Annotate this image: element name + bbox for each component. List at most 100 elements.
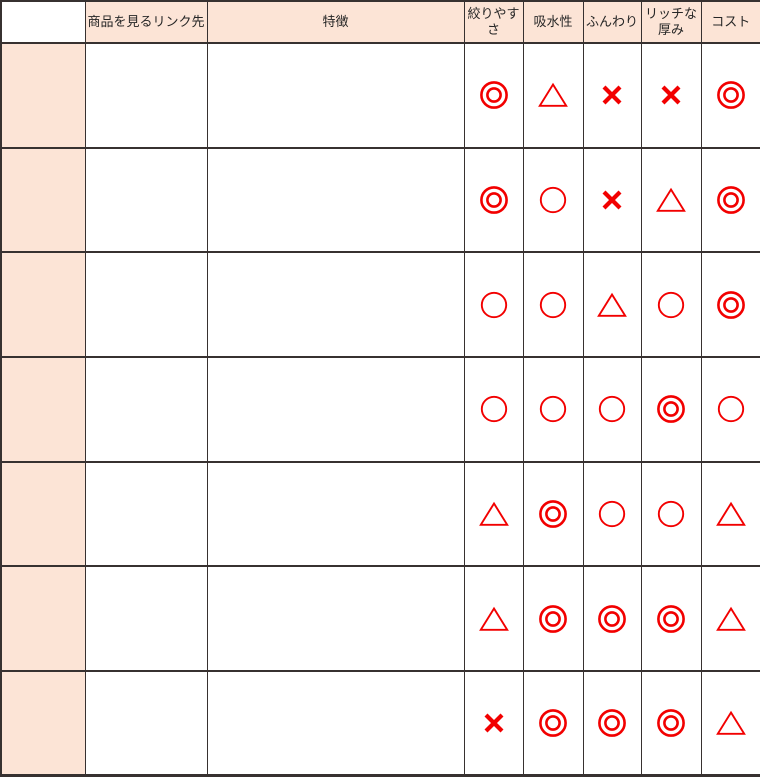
header-fluffiness: ふんわり — [582, 0, 642, 44]
circle-icon — [539, 291, 567, 319]
rating-cell — [640, 355, 702, 463]
product-link-cell — [84, 669, 208, 777]
double-circle-icon — [538, 604, 568, 634]
product-name-cell — [0, 146, 86, 254]
double-circle-icon — [479, 80, 509, 110]
cross-icon — [660, 84, 682, 106]
product-row — [0, 42, 760, 149]
rating-cell — [582, 355, 642, 463]
circle-icon — [657, 500, 685, 528]
double-circle-icon — [656, 604, 686, 634]
header-cost: コスト — [700, 0, 760, 44]
rating-cell — [700, 42, 760, 149]
product-name-cell — [0, 669, 86, 777]
double-circle-icon — [597, 604, 627, 634]
rating-cell — [582, 42, 642, 149]
rating-cell — [582, 146, 642, 254]
rating-cell — [700, 355, 760, 463]
rating-cell — [640, 251, 702, 358]
double-circle-icon — [597, 708, 627, 738]
corner-cell — [0, 0, 86, 44]
product-link-cell — [84, 42, 208, 149]
circle-icon — [480, 395, 508, 423]
product-row — [0, 565, 760, 672]
circle-icon — [717, 395, 745, 423]
rating-cell — [640, 669, 702, 777]
features-cell — [206, 251, 465, 358]
header-features: 特徴 — [206, 0, 465, 44]
product-name-cell — [0, 42, 86, 149]
triangle-icon — [715, 501, 746, 527]
product-link-cell — [84, 146, 208, 254]
rating-cell — [522, 460, 584, 568]
rating-cell — [640, 565, 702, 672]
double-circle-icon — [479, 185, 509, 215]
features-cell — [206, 355, 465, 463]
circle-icon — [657, 291, 685, 319]
double-circle-icon — [656, 394, 686, 424]
rating-cell — [522, 146, 584, 254]
rating-cell — [463, 460, 524, 568]
cross-icon — [601, 84, 623, 106]
circle-icon — [480, 291, 508, 319]
header-product-link: 商品を見るリンク先 — [84, 0, 208, 44]
rating-cell — [522, 669, 584, 777]
triangle-icon — [715, 710, 746, 736]
rating-cell — [700, 460, 760, 568]
double-circle-icon — [656, 708, 686, 738]
double-circle-icon — [538, 499, 568, 529]
triangle-icon — [656, 187, 686, 213]
product-link-cell — [84, 565, 208, 672]
features-cell — [206, 42, 465, 149]
rating-cell — [700, 565, 760, 672]
rating-cell — [700, 146, 760, 254]
features-cell — [206, 460, 465, 568]
triangle-icon — [478, 606, 509, 632]
features-cell — [206, 565, 465, 672]
triangle-icon — [538, 82, 568, 108]
cross-icon — [483, 712, 505, 734]
rating-cell — [640, 460, 702, 568]
triangle-icon — [715, 606, 746, 632]
header-row: 商品を見るリンク先 特徴 絞りやすさ 吸水性 ふんわり リッチな厚み コスト — [0, 0, 760, 44]
features-cell — [206, 669, 465, 777]
header-absorbency: 吸水性 — [522, 0, 584, 44]
rating-cell — [582, 565, 642, 672]
header-wringability: 絞りやすさ — [463, 0, 524, 44]
cross-icon — [601, 189, 623, 211]
triangle-icon — [478, 501, 509, 527]
product-row — [0, 669, 760, 777]
rating-cell — [522, 42, 584, 149]
rating-cell — [582, 669, 642, 777]
product-name-cell — [0, 460, 86, 568]
features-cell — [206, 146, 465, 254]
rating-cell — [640, 42, 702, 149]
product-name-cell — [0, 565, 86, 672]
rating-cell — [463, 146, 524, 254]
header-rich-thickness: リッチな厚み — [640, 0, 702, 44]
rating-cell — [522, 565, 584, 672]
product-row — [0, 460, 760, 568]
circle-icon — [598, 500, 626, 528]
product-link-cell — [84, 355, 208, 463]
rating-cell — [463, 42, 524, 149]
product-name-cell — [0, 355, 86, 463]
rating-cell — [463, 355, 524, 463]
product-name-cell — [0, 251, 86, 358]
rating-cell — [700, 251, 760, 358]
double-circle-icon — [716, 80, 746, 110]
rating-cell — [582, 251, 642, 358]
product-row — [0, 355, 760, 463]
product-row — [0, 251, 760, 358]
circle-icon — [539, 186, 567, 214]
circle-icon — [539, 395, 567, 423]
rating-cell — [463, 565, 524, 672]
product-link-cell — [84, 251, 208, 358]
rating-cell — [582, 460, 642, 568]
rating-cell — [700, 669, 760, 777]
triangle-icon — [597, 292, 627, 318]
circle-icon — [598, 395, 626, 423]
rating-cell — [640, 146, 702, 254]
double-circle-icon — [716, 290, 746, 320]
